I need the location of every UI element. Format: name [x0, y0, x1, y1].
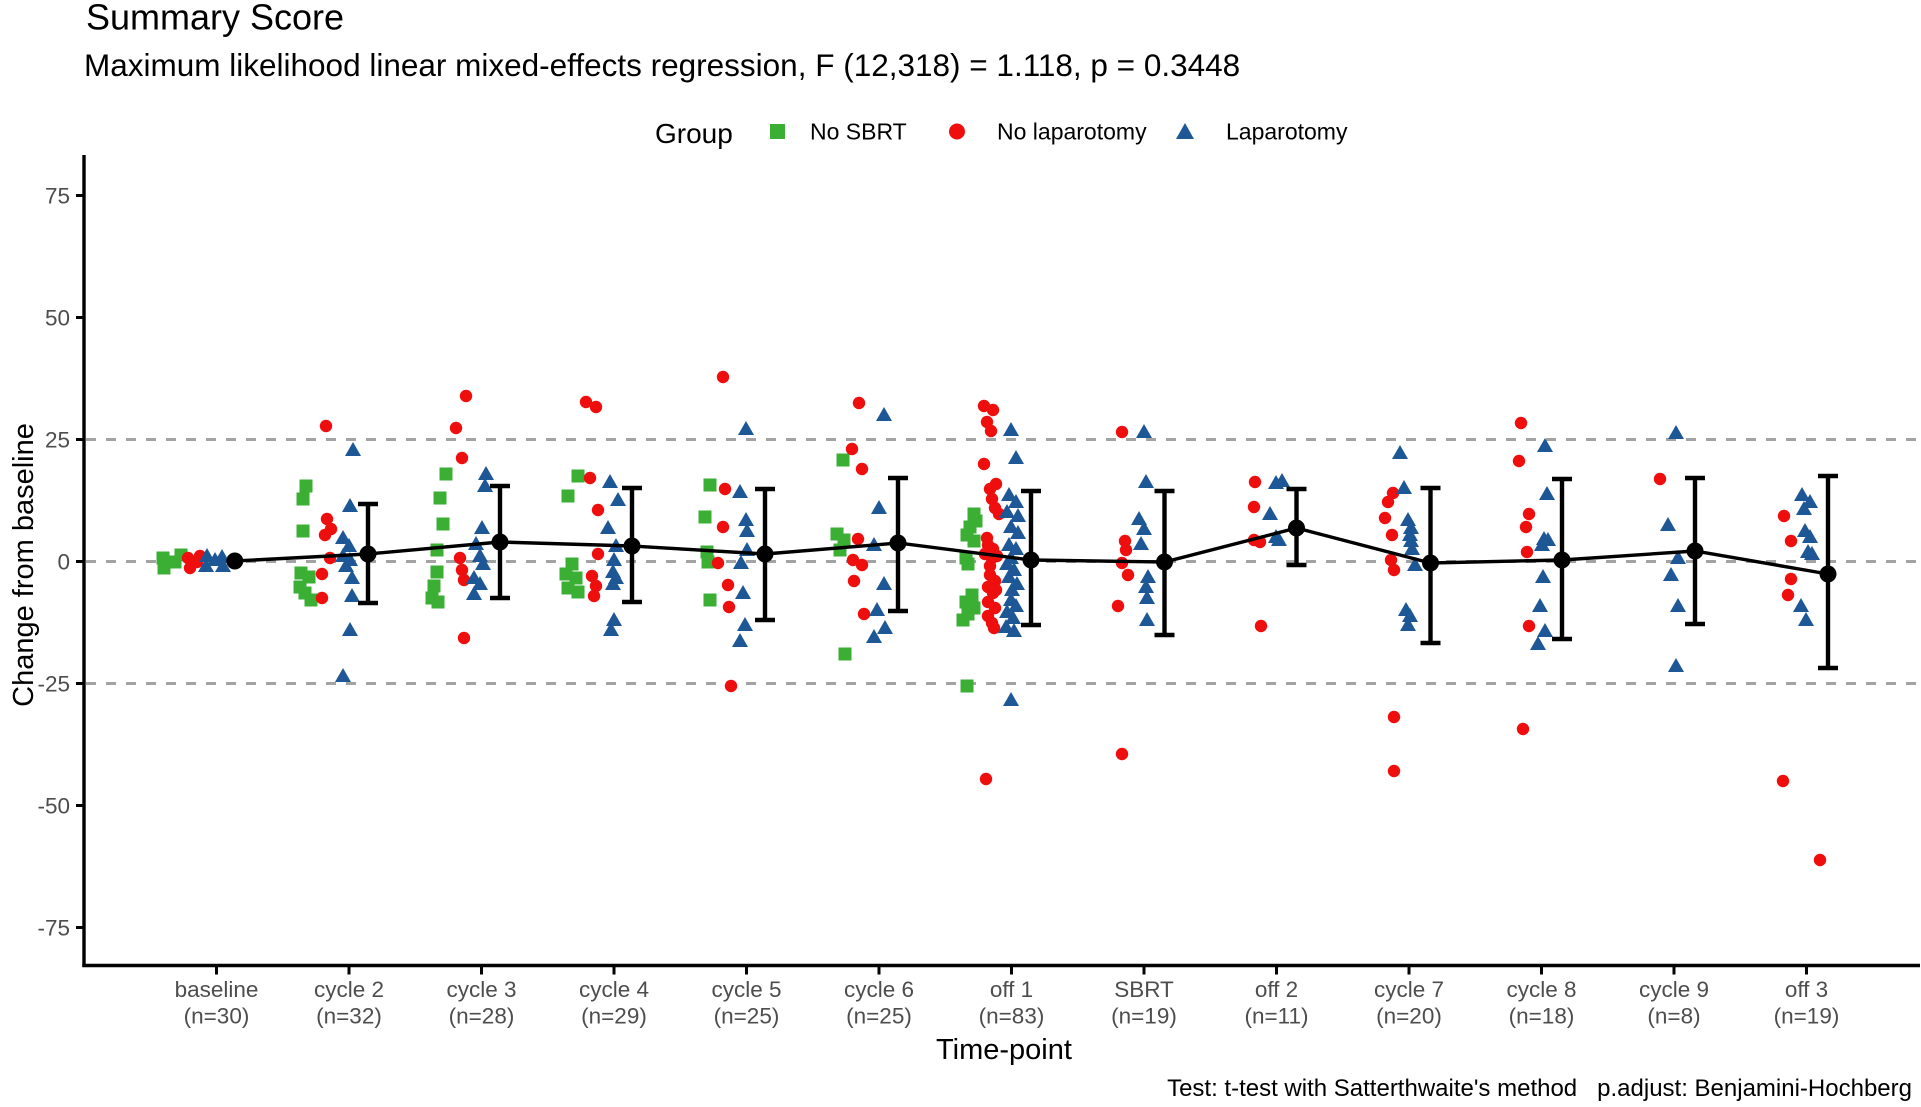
svg-text:No laparotomy: No laparotomy	[997, 119, 1147, 145]
svg-text:(n=19): (n=19)	[1111, 1004, 1177, 1029]
svg-text:(n=28): (n=28)	[449, 1004, 515, 1029]
svg-text:cycle 7: cycle 7	[1374, 977, 1444, 1002]
svg-text:Change from baseline: Change from baseline	[8, 423, 40, 707]
svg-text:Maximum likelihood linear mixe: Maximum likelihood linear mixed-effects …	[84, 47, 1240, 83]
svg-text:off 1: off 1	[990, 977, 1033, 1002]
svg-text:75: 75	[45, 184, 70, 209]
svg-text:cycle 4: cycle 4	[579, 977, 649, 1002]
svg-text:(n=18): (n=18)	[1509, 1004, 1575, 1029]
svg-text:Time-point: Time-point	[936, 1034, 1072, 1066]
svg-text:cycle 5: cycle 5	[711, 977, 781, 1002]
svg-text:Test: t-test with Satterthwait: Test: t-test with Satterthwaite's method…	[1167, 1075, 1912, 1102]
svg-text:cycle 6: cycle 6	[844, 977, 914, 1002]
svg-text:Laparotomy: Laparotomy	[1226, 119, 1348, 145]
svg-text:cycle 3: cycle 3	[446, 977, 516, 1002]
svg-text:cycle 8: cycle 8	[1506, 977, 1576, 1002]
svg-text:(n=25): (n=25)	[846, 1004, 912, 1029]
svg-text:(n=83): (n=83)	[979, 1004, 1045, 1029]
svg-text:-25: -25	[37, 672, 70, 697]
svg-text:-75: -75	[37, 916, 70, 941]
svg-text:No SBRT: No SBRT	[810, 119, 907, 145]
svg-text:baseline: baseline	[175, 977, 259, 1002]
svg-text:0: 0	[57, 550, 70, 575]
svg-text:-50: -50	[37, 794, 70, 819]
svg-text:Summary Score: Summary Score	[86, 0, 344, 38]
svg-text:(n=19): (n=19)	[1774, 1004, 1840, 1029]
svg-text:cycle 9: cycle 9	[1639, 977, 1709, 1002]
svg-text:(n=20): (n=20)	[1376, 1004, 1442, 1029]
svg-text:off 3: off 3	[1785, 977, 1828, 1002]
svg-text:SBRT: SBRT	[1114, 977, 1174, 1002]
svg-text:(n=30): (n=30)	[184, 1004, 250, 1029]
svg-text:(n=29): (n=29)	[581, 1004, 647, 1029]
svg-text:25: 25	[45, 428, 70, 453]
svg-text:(n=8): (n=8)	[1647, 1004, 1700, 1029]
svg-text:50: 50	[45, 306, 70, 331]
svg-text:off 2: off 2	[1255, 977, 1298, 1002]
svg-text:(n=32): (n=32)	[316, 1004, 382, 1029]
svg-text:cycle 2: cycle 2	[314, 977, 384, 1002]
svg-text:(n=11): (n=11)	[1245, 1004, 1309, 1029]
svg-text:Group: Group	[655, 118, 733, 149]
svg-text:(n=25): (n=25)	[714, 1004, 780, 1029]
